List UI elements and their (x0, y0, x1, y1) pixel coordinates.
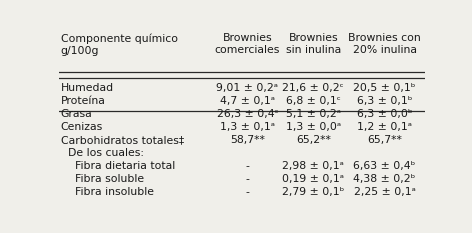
Text: Fibra insoluble: Fibra insoluble (61, 188, 154, 197)
Text: De los cuales:: De los cuales: (61, 148, 144, 158)
Text: 4,38 ± 0,2ᵇ: 4,38 ± 0,2ᵇ (354, 174, 416, 184)
Text: 1,3 ± 0,0ᵃ: 1,3 ± 0,0ᵃ (286, 122, 341, 132)
Text: Brownies
comerciales: Brownies comerciales (215, 33, 280, 55)
Text: Cenizas: Cenizas (61, 122, 103, 132)
Text: -: - (245, 174, 249, 184)
Text: 9,01 ± 0,2ᵃ: 9,01 ± 0,2ᵃ (216, 83, 278, 93)
Text: Fibra soluble: Fibra soluble (61, 174, 144, 184)
Text: Proteína: Proteína (61, 96, 106, 106)
Text: 1,2 ± 0,1ᵃ: 1,2 ± 0,1ᵃ (357, 122, 412, 132)
Text: 65,2**: 65,2** (296, 135, 331, 145)
Text: 6,3 ± 0,0ᵇ: 6,3 ± 0,0ᵇ (357, 109, 413, 119)
Text: 26,3 ± 0,4ᶜ: 26,3 ± 0,4ᶜ (217, 109, 278, 119)
Text: 6,8 ± 0,1ᶜ: 6,8 ± 0,1ᶜ (286, 96, 341, 106)
Text: Brownies
sin inulina: Brownies sin inulina (286, 33, 341, 55)
Text: 0,19 ± 0,1ᵃ: 0,19 ± 0,1ᵃ (282, 174, 344, 184)
Text: 6,3 ± 0,1ᵇ: 6,3 ± 0,1ᵇ (357, 96, 412, 106)
Text: 21,6 ± 0,2ᶜ: 21,6 ± 0,2ᶜ (282, 83, 344, 93)
Text: 65,7**: 65,7** (367, 135, 402, 145)
Text: -: - (245, 188, 249, 197)
Text: Componente químico
g/100g: Componente químico g/100g (61, 33, 178, 56)
Text: 2,25 ± 0,1ᵃ: 2,25 ± 0,1ᵃ (354, 188, 415, 197)
Text: Humedad: Humedad (61, 83, 114, 93)
Text: 20,5 ± 0,1ᵇ: 20,5 ± 0,1ᵇ (354, 83, 416, 93)
Text: -: - (245, 161, 249, 171)
Text: 58,7**: 58,7** (230, 135, 265, 145)
Text: Fibra dietaria total: Fibra dietaria total (61, 161, 175, 171)
Text: 6,63 ± 0,4ᵇ: 6,63 ± 0,4ᵇ (354, 161, 416, 171)
Text: 2,79 ± 0,1ᵇ: 2,79 ± 0,1ᵇ (282, 188, 345, 197)
Text: 5,1 ± 0,2ᵃ: 5,1 ± 0,2ᵃ (286, 109, 341, 119)
Text: 2,98 ± 0,1ᵃ: 2,98 ± 0,1ᵃ (282, 161, 344, 171)
Text: 4,7 ± 0,1ᵃ: 4,7 ± 0,1ᵃ (220, 96, 275, 106)
Text: Grasa: Grasa (61, 109, 93, 119)
Text: Brownies con
20% inulina: Brownies con 20% inulina (348, 33, 421, 55)
Text: 1,3 ± 0,1ᵃ: 1,3 ± 0,1ᵃ (220, 122, 275, 132)
Text: Carbohidratos totales‡: Carbohidratos totales‡ (61, 135, 184, 145)
